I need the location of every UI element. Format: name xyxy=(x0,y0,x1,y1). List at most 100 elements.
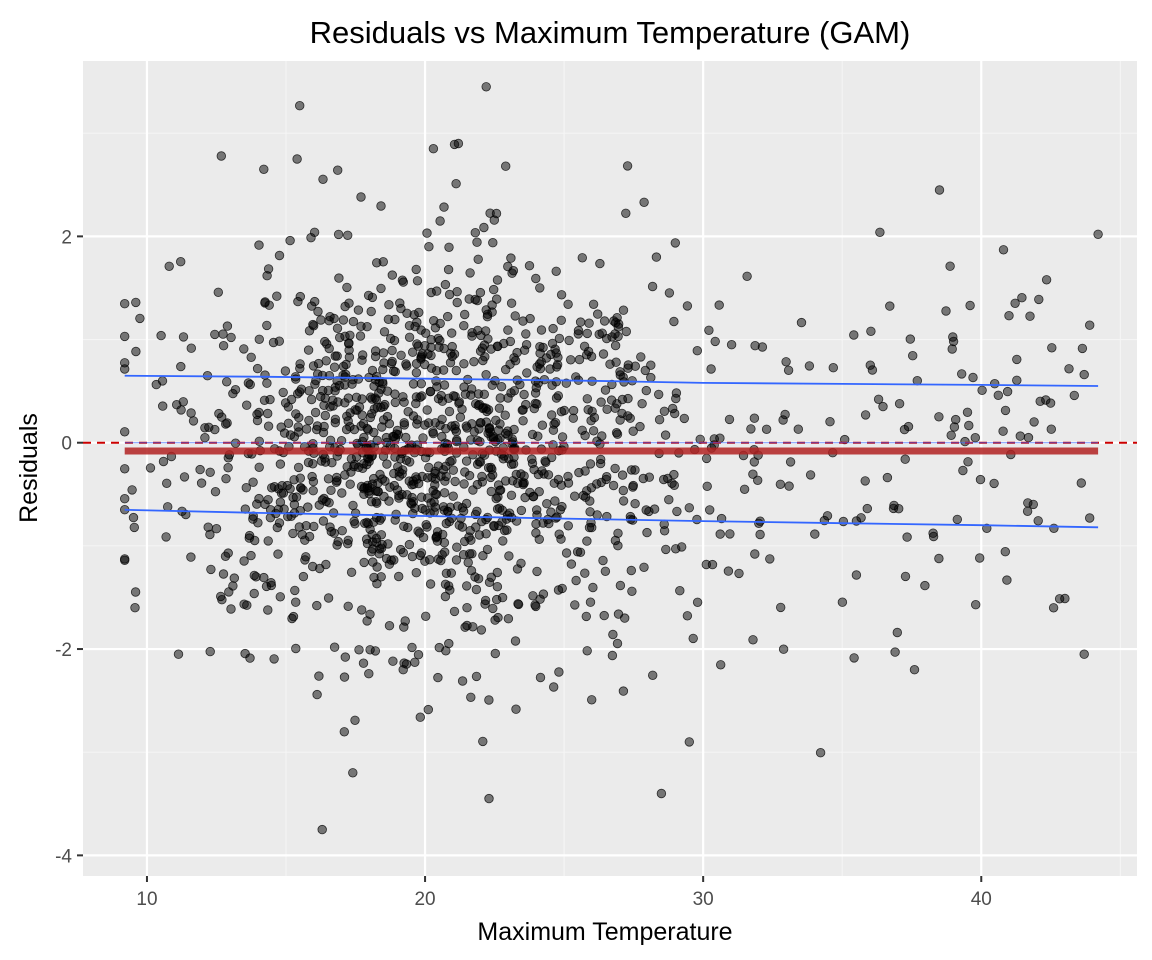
data-point xyxy=(263,536,273,546)
data-point xyxy=(481,305,491,315)
data-point xyxy=(627,586,637,597)
data-point xyxy=(968,372,978,383)
data-point xyxy=(203,522,213,532)
data-point xyxy=(334,273,344,283)
data-point xyxy=(430,480,440,490)
data-point xyxy=(218,329,228,339)
data-point xyxy=(291,374,301,384)
data-point xyxy=(276,488,287,498)
data-point xyxy=(249,535,260,546)
data-point xyxy=(195,464,205,475)
data-point xyxy=(447,456,457,466)
data-point xyxy=(521,329,531,339)
data-point xyxy=(310,296,320,307)
data-point xyxy=(262,320,272,331)
data-point xyxy=(505,336,516,347)
data-point xyxy=(837,597,848,607)
data-point xyxy=(506,298,517,308)
data-point xyxy=(551,266,561,277)
data-point xyxy=(672,506,682,517)
data-point xyxy=(181,509,191,520)
data-point xyxy=(583,405,593,415)
data-point xyxy=(975,474,986,485)
data-point xyxy=(644,472,655,482)
data-point xyxy=(1060,593,1070,604)
data-point xyxy=(450,476,460,487)
data-point xyxy=(311,375,321,386)
data-point xyxy=(965,300,975,311)
data-point xyxy=(531,519,541,529)
data-point xyxy=(332,351,342,361)
data-point xyxy=(158,456,169,467)
data-point xyxy=(332,540,342,550)
data-point xyxy=(532,362,542,372)
data-point xyxy=(947,344,957,354)
data-point xyxy=(398,548,409,558)
data-point xyxy=(503,430,513,440)
data-point xyxy=(478,403,488,414)
data-point xyxy=(805,470,816,480)
data-point xyxy=(934,553,944,564)
data-point xyxy=(292,154,302,164)
data-point xyxy=(488,237,498,248)
data-point xyxy=(379,401,389,412)
data-point xyxy=(259,164,269,175)
data-point xyxy=(365,645,375,655)
data-point xyxy=(119,494,130,504)
data-point xyxy=(275,459,286,469)
data-point xyxy=(323,593,334,603)
data-point xyxy=(435,420,445,431)
data-point xyxy=(304,326,315,336)
data-point xyxy=(396,350,406,361)
data-point xyxy=(397,275,408,285)
data-point xyxy=(325,402,335,412)
data-point xyxy=(226,332,236,343)
data-point xyxy=(348,768,358,778)
data-point xyxy=(370,346,381,356)
data-point xyxy=(775,479,786,490)
data-point xyxy=(900,454,910,464)
data-point xyxy=(492,275,503,285)
data-point xyxy=(1047,343,1057,353)
data-point xyxy=(263,421,274,431)
data-point xyxy=(254,334,264,345)
data-point xyxy=(401,455,412,466)
data-point xyxy=(705,505,715,515)
data-point xyxy=(119,331,130,342)
data-point xyxy=(411,568,422,578)
data-point xyxy=(551,393,562,403)
data-point xyxy=(467,331,477,341)
data-point xyxy=(478,736,488,747)
data-point xyxy=(784,481,794,491)
data-point xyxy=(156,330,166,341)
data-point xyxy=(382,459,392,469)
y-tick-label: -2 xyxy=(55,640,72,661)
data-point xyxy=(701,453,712,464)
data-point xyxy=(506,459,517,470)
data-point xyxy=(667,478,677,489)
data-point xyxy=(682,301,693,311)
data-point xyxy=(319,421,329,432)
data-point xyxy=(374,549,384,559)
data-point xyxy=(386,358,397,369)
data-point xyxy=(220,551,231,562)
data-point xyxy=(418,433,428,443)
data-point xyxy=(131,346,141,357)
data-point xyxy=(610,329,620,339)
data-point xyxy=(348,500,358,511)
data-point xyxy=(273,549,283,559)
data-point xyxy=(408,347,418,357)
data-point xyxy=(318,385,328,396)
data-point xyxy=(556,315,567,326)
data-point xyxy=(321,356,331,366)
data-point xyxy=(275,497,286,507)
data-point xyxy=(367,365,378,376)
data-point xyxy=(420,556,430,566)
data-point xyxy=(441,518,452,529)
data-point xyxy=(998,245,1009,255)
data-point xyxy=(714,300,724,310)
data-point xyxy=(119,554,130,564)
data-point xyxy=(447,328,457,338)
data-point xyxy=(495,485,505,496)
data-point xyxy=(753,475,763,486)
